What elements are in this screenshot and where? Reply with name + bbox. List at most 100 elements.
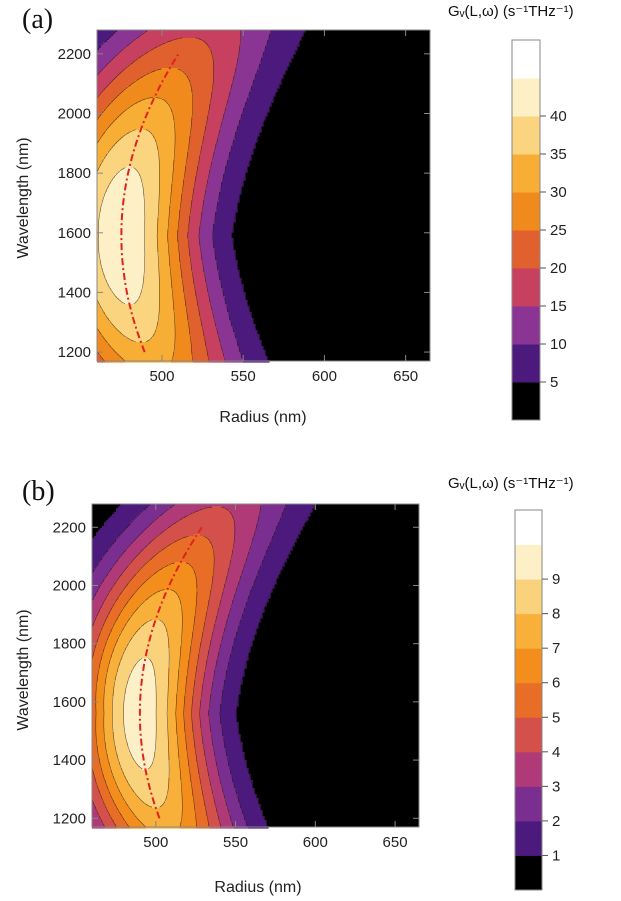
colorbar-segment	[515, 613, 542, 649]
colorbar-tick-label: 4	[552, 744, 560, 761]
contour-line	[177, 68, 193, 362]
panel-a-label: (a)	[22, 4, 53, 35]
contour-line	[145, 129, 160, 343]
panel-a: (a) 1200 1400 1600 1800 2000 2200 500 550 600 650…	[15, 3, 574, 426]
colorbar-tick-label: 5	[550, 374, 558, 391]
contour-line	[170, 589, 183, 828]
colorbar-frame	[514, 509, 543, 891]
contour-line	[159, 619, 170, 808]
colorbar-tick-label: 1	[552, 847, 560, 864]
panel-b-label: (b)	[22, 476, 55, 507]
contour-line	[155, 97, 176, 362]
colorbar-tick-label: 10	[550, 336, 567, 353]
colorbar-segment	[512, 344, 540, 383]
colorbar-segment	[512, 154, 540, 193]
y-tick-label: 1600	[58, 225, 91, 242]
contour-line	[95, 562, 175, 828]
contour-line	[103, 589, 165, 828]
y-tick-label: 1600	[53, 694, 86, 711]
x-tick-label: 550	[231, 368, 256, 385]
y-tick-label: 2200	[58, 46, 91, 63]
panel-a-ticks: 1200 1400 1600 1800 2000 2200 500 550 600 650	[58, 30, 430, 385]
ridge-line	[138, 526, 203, 819]
colorbar-segment	[515, 855, 542, 891]
colorbar-tick-label: 40	[550, 108, 567, 125]
x-tick-label: 600	[303, 834, 328, 851]
colorbar-segment	[512, 78, 540, 117]
y-tick-label: 1400	[58, 284, 91, 301]
colorbar-tick-label: 9	[552, 571, 560, 588]
colorbar-tick-label: 6	[552, 675, 560, 692]
colorbar-segment	[512, 40, 540, 79]
x-tick-label: 600	[312, 368, 337, 385]
contour-line	[211, 30, 272, 362]
panel-b-colorbar-title: Gᵥ(L,ω) (s⁻¹THz⁻¹)	[448, 475, 574, 492]
colorbar-tick-label: 3	[552, 778, 560, 795]
x-tick-label: 550	[223, 834, 248, 851]
colorbar-segment	[515, 717, 542, 753]
x-tick-label: 500	[149, 368, 174, 385]
colorbar-segment	[512, 306, 540, 345]
colorbar-segment	[515, 682, 542, 718]
plot-frame	[96, 29, 431, 362]
y-tick-label: 1400	[53, 752, 86, 769]
plot-frame	[91, 503, 420, 828]
y-tick-label: 2000	[58, 105, 91, 122]
y-tick-label: 1800	[58, 165, 91, 182]
x-tick-label: 500	[143, 834, 168, 851]
x-tick-label: 650	[393, 368, 418, 385]
y-tick-label: 1200	[53, 810, 86, 827]
contour-line	[148, 657, 157, 770]
contour-line	[235, 504, 316, 828]
colorbar-tick-label: 2	[552, 813, 560, 830]
y-tick-label: 1800	[53, 636, 86, 653]
colorbar-segment	[515, 751, 542, 787]
ridge-line	[120, 53, 180, 353]
y-tick-label: 2000	[53, 577, 86, 594]
y-tick-label: 2200	[53, 519, 86, 536]
contour-line	[231, 30, 306, 362]
contour-line	[198, 30, 241, 362]
contour-line	[97, 167, 126, 304]
contour-line	[187, 37, 215, 362]
panel-a-colorbar: 5 10 15 20 25 30 35 40	[511, 39, 567, 421]
colorbar-segment	[515, 820, 542, 856]
colorbar-tick-label: 5	[552, 709, 560, 726]
contour-line	[133, 167, 146, 304]
colorbar-segment	[512, 268, 540, 307]
x-tick-label: 650	[383, 834, 408, 851]
colorbar-segment	[515, 786, 542, 822]
colorbar-segment	[512, 116, 540, 155]
panel-b-xlabel: Radius (nm)	[214, 879, 301, 896]
y-tick-label: 1200	[58, 344, 91, 361]
colorbar-segment	[512, 382, 540, 421]
contour-line	[208, 504, 262, 828]
colorbar-tick-label: 15	[550, 298, 567, 315]
contour-line	[199, 506, 236, 828]
colorbar-tick-label: 20	[550, 260, 567, 277]
contour-line	[219, 504, 287, 828]
panel-a-plot-area	[96, 29, 431, 363]
panel-b: (b) 1200 1400 1600 1800 2000 2200 500 550 600 650…	[15, 475, 574, 896]
colorbar-tick-label: 8	[552, 606, 560, 623]
contour-line	[123, 657, 143, 770]
colorbar-segment	[515, 579, 542, 615]
contour-line	[112, 619, 152, 808]
contour-line	[183, 562, 198, 828]
colorbar-segment	[515, 544, 542, 580]
colorbar-segment	[512, 230, 540, 269]
panel-a-colorbar-title: Gᵥ(L,ω) (s⁻¹THz⁻¹)	[448, 3, 574, 20]
panel-a-xlabel: Radius (nm)	[219, 409, 306, 426]
colorbar-segment	[512, 192, 540, 231]
contour-line	[191, 535, 215, 828]
panel-a-ylabel: Wavelength (nm)	[15, 137, 32, 258]
colorbar-tick-label: 30	[550, 184, 567, 201]
colorbar-tick-label: 35	[550, 146, 567, 163]
colorbar-tick-label: 25	[550, 222, 567, 239]
panel-b-ylabel: Wavelength (nm)	[15, 609, 32, 730]
panel-b-colorbar: 1 2 3 4 5 6 7 8 9	[514, 509, 560, 891]
colorbar-segment	[515, 510, 542, 546]
colorbar-tick-label: 7	[552, 640, 560, 657]
colorbar-segment	[515, 648, 542, 684]
